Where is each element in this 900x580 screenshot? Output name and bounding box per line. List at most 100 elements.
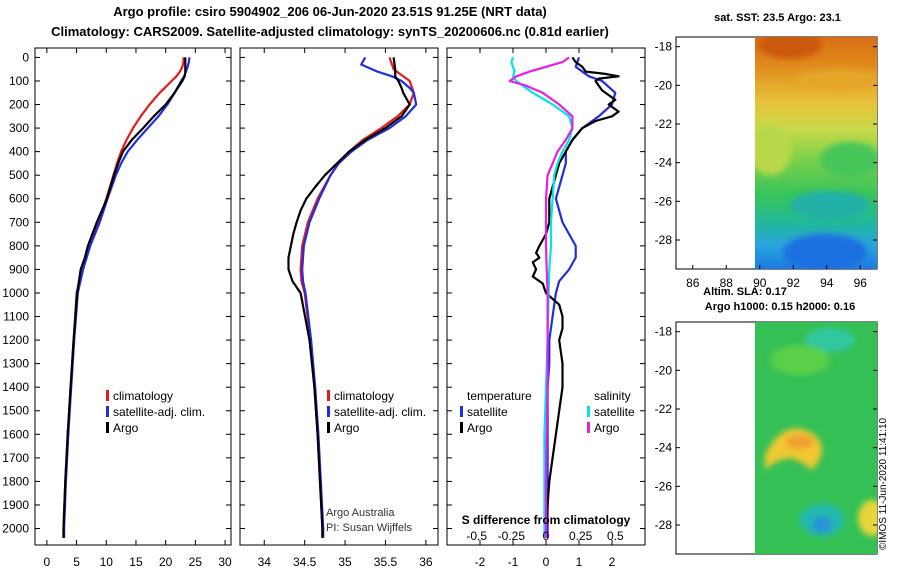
map-lon-label: 90 xyxy=(753,276,767,290)
map-lat-label: -22 xyxy=(655,117,673,131)
depth-tick-label: 0 xyxy=(22,50,29,64)
depth-tick-label: 400 xyxy=(9,145,29,159)
legend-swatch-satellite xyxy=(106,406,109,417)
x-tick-label: 25 xyxy=(189,555,203,569)
sal-diff-tick-label: 0 xyxy=(543,529,550,543)
sal-diff-tick-label: -0.5 xyxy=(466,529,487,543)
map-lat-label: -20 xyxy=(655,363,673,377)
depth-tick-label: 1200 xyxy=(2,333,29,347)
x-tick-label: 34.5 xyxy=(293,555,317,569)
depth-tick-label: 1700 xyxy=(2,451,29,465)
depth-tick-label: 900 xyxy=(9,262,29,276)
depth-tick-label: 800 xyxy=(9,239,29,253)
legend-swatch-satellite xyxy=(327,406,330,417)
legend-swatch-temp-satellite xyxy=(460,406,463,417)
sal-diff-tick-label: 0.5 xyxy=(607,529,624,543)
height-title: Argo h1000: 0.15 h2000: 0.16 xyxy=(704,301,856,313)
legend-swatch-sal-argo xyxy=(587,422,590,433)
legend-label-satellite: satellite-adj. clim. xyxy=(334,405,426,419)
legend-swatch-temp-argo xyxy=(460,422,463,433)
x-tick-label: 2 xyxy=(609,555,616,569)
map-lat-label: -26 xyxy=(655,479,673,493)
sla-light-patch xyxy=(770,345,830,375)
x-tick-label: 1 xyxy=(576,555,583,569)
legend-swatch-sal-satellite xyxy=(587,406,590,417)
x-tick-label: 0 xyxy=(44,555,51,569)
attribution-line1: Argo Australia xyxy=(326,507,395,519)
plot-title-line2: Climatology: CARS2009. Satellite-adjuste… xyxy=(51,24,609,39)
salinity-legend: climatology satellite-adj. clim. Argo xyxy=(327,389,426,435)
sla-cyan-top xyxy=(805,328,855,352)
x-tick-label: -2 xyxy=(475,555,486,569)
x-tick-label: 35 xyxy=(338,555,352,569)
legend-label-argo: Argo xyxy=(334,421,360,435)
sst-map-title: sat. SST: 23.5 Argo: 23.1 xyxy=(714,12,841,24)
legend-swatch-argo xyxy=(327,422,330,433)
x-tick-label: 35.5 xyxy=(374,555,398,569)
depth-tick-label: 1000 xyxy=(2,286,29,300)
sla-low-core xyxy=(812,517,832,533)
sst-map-axes: -18 -20 -22 -24 -26 -28 86 88 90 92 94 96 xyxy=(655,40,877,290)
map-lat-label: -24 xyxy=(655,441,673,455)
salinity-diff-scale: -0.5 -0.25 0 0.25 0.5 xyxy=(466,529,624,543)
plot-title-line1: Argo profile: csiro 5904902_206 06-Jun-2… xyxy=(113,4,547,19)
x-tick-label: 20 xyxy=(159,555,173,569)
x-tick-label: -1 xyxy=(508,555,519,569)
legend-label-temp-argo: Argo xyxy=(467,421,493,435)
sla-anomaly-core xyxy=(786,435,814,449)
series-line-salinity-satellite xyxy=(510,57,574,538)
sst-teal-patch xyxy=(790,191,870,219)
depth-tick-label: 1900 xyxy=(2,498,29,512)
map-lon-label: 94 xyxy=(820,276,834,290)
temperature-panel-frame xyxy=(34,47,232,546)
salinity-plot-area xyxy=(287,56,418,538)
depth-tick-label: 2000 xyxy=(2,522,29,536)
sst-warm-band xyxy=(795,70,877,90)
depth-tick-label: 600 xyxy=(9,192,29,206)
legend-swatch-climatology xyxy=(106,390,109,401)
legend-label-temp-satellite: satellite xyxy=(467,405,508,419)
map-lat-label: -28 xyxy=(655,518,673,532)
x-tick-label: 15 xyxy=(129,555,143,569)
legend-swatch-argo xyxy=(106,422,109,433)
map-lon-label: 88 xyxy=(720,276,734,290)
sal-diff-tick-label: 0.25 xyxy=(569,529,593,543)
map-lat-label: -22 xyxy=(655,402,673,416)
map-lat-label: -18 xyxy=(655,325,673,339)
map-lon-label: 86 xyxy=(686,276,700,290)
map-lat-label: -18 xyxy=(655,40,673,54)
series-line-salinity-argo xyxy=(508,56,574,538)
difference-plot-area xyxy=(508,56,620,538)
sla-map: -18 -20 -22 -24 -26 -28 xyxy=(655,321,878,555)
depth-tick-label: 1500 xyxy=(2,404,29,418)
map-lat-label: -26 xyxy=(655,194,673,208)
legend-swatch-climatology xyxy=(327,390,330,401)
depth-tick-label: 300 xyxy=(9,121,29,135)
sst-mid-patch xyxy=(755,125,792,175)
map-lat-label: -28 xyxy=(655,233,673,247)
x-tick-label: 36 xyxy=(419,555,433,569)
legend-label-climatology: climatology xyxy=(334,389,394,403)
sal-diff-tick-label: -0.25 xyxy=(498,529,526,543)
x-tick-label: 30 xyxy=(218,555,232,569)
depth-tick-label: 1400 xyxy=(2,380,29,394)
legend-label-satellite: satellite-adj. clim. xyxy=(113,405,205,419)
map-lat-label: -24 xyxy=(655,156,673,170)
sst-green-patch xyxy=(820,142,877,178)
x-tick-label: 5 xyxy=(73,555,80,569)
depth-tick-label: 500 xyxy=(9,168,29,182)
profile-axes-ticks: 0 5 10 15 20 25 30 34 34.5 35 35.5 36 -2 -1 0 1 20100200… xyxy=(2,48,645,569)
depth-tick-label: 100 xyxy=(9,74,29,88)
temperature-legend: climatology satellite-adj. clim. Argo xyxy=(106,389,205,435)
difference-xlabel: S difference from climatology xyxy=(462,513,631,527)
depth-tick-label: 1600 xyxy=(2,427,29,441)
x-tick-label: 0 xyxy=(543,555,550,569)
legend-label-sal-argo: Argo xyxy=(594,421,620,435)
map-lon-label: 92 xyxy=(787,276,801,290)
difference-legend: temperature salinity satellite Argo sate… xyxy=(460,389,635,435)
depth-tick-label: 200 xyxy=(9,98,29,112)
temperature-plot-area xyxy=(62,57,191,538)
legend-heading-temperature: temperature xyxy=(467,389,532,403)
credit-label: ©IMOS 11-Jun-2020 11:41:10 xyxy=(878,417,889,550)
